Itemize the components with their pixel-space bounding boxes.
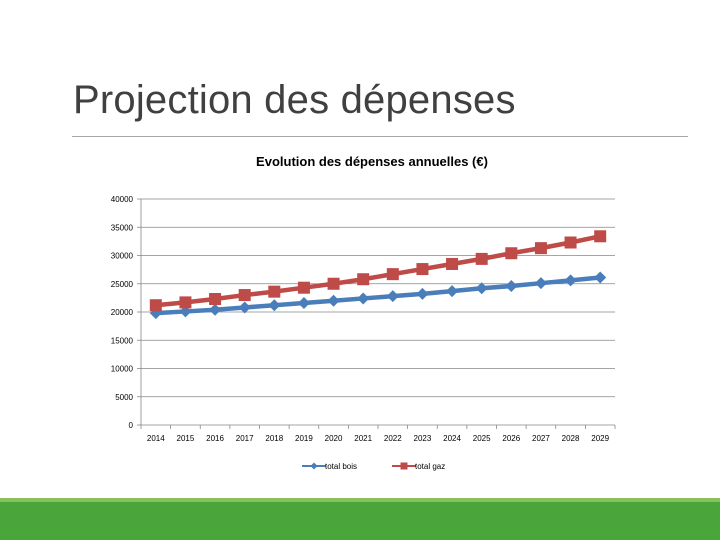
x-tick-label: 2029 — [591, 434, 609, 443]
data-point — [564, 236, 577, 249]
x-tick-label: 2023 — [414, 434, 432, 443]
data-point — [268, 285, 281, 298]
y-tick-label: 5000 — [115, 393, 133, 402]
data-point — [594, 230, 607, 243]
data-point — [594, 271, 607, 284]
y-tick-label: 20000 — [111, 308, 134, 317]
x-tick-label: 2026 — [502, 434, 520, 443]
data-point — [534, 277, 547, 290]
x-tick-label: 2021 — [354, 434, 372, 443]
data-point — [297, 281, 310, 294]
data-point — [446, 257, 459, 270]
data-point — [446, 285, 459, 298]
data-point — [297, 296, 310, 309]
x-tick-label: 2016 — [206, 434, 224, 443]
series-total-gaz — [149, 230, 607, 312]
x-tick-label: 2015 — [177, 434, 195, 443]
legend-label: total bois — [325, 462, 357, 471]
data-point — [327, 294, 340, 307]
x-tick-label: 2028 — [562, 434, 580, 443]
x-tick-label: 2027 — [532, 434, 550, 443]
y-tick-label: 30000 — [111, 252, 134, 261]
y-tick-label: 10000 — [111, 365, 134, 374]
legend-marker — [310, 462, 318, 470]
title-divider — [72, 136, 688, 137]
chart-title: Evolution des dépenses annuelles (€) — [256, 154, 488, 169]
data-point — [179, 305, 192, 318]
data-point — [209, 303, 222, 316]
data-point — [386, 268, 399, 281]
data-point — [416, 263, 429, 276]
x-tick-label: 2022 — [384, 434, 402, 443]
data-point — [534, 242, 547, 255]
series-line — [155, 275, 601, 316]
legend-label: total gaz — [415, 462, 445, 471]
y-tick-label: 25000 — [111, 280, 134, 289]
slide-title: Projection des dépenses — [73, 78, 516, 122]
y-tick-label: 15000 — [111, 336, 134, 345]
x-tick-label: 2018 — [265, 434, 283, 443]
x-tick-label: 2017 — [236, 434, 254, 443]
data-point — [357, 273, 370, 286]
legend-entry: total gaz — [392, 462, 445, 471]
data-point — [149, 299, 162, 312]
data-point — [238, 301, 251, 314]
x-tick-label: 2024 — [443, 434, 461, 443]
line-chart: Evolution des dépenses annuelles (€) 0 50… — [111, 154, 616, 471]
axis-layer: 0 5000 10000 15000 20000 25000 30000 35000 40000… — [111, 195, 616, 443]
series-layer — [149, 230, 607, 320]
data-point — [505, 247, 518, 260]
legend-marker — [400, 462, 408, 470]
y-tick-label: 35000 — [111, 223, 134, 232]
x-tick-label: 2019 — [295, 434, 313, 443]
data-point — [209, 293, 222, 306]
data-point — [179, 296, 192, 309]
y-tick-label: 40000 — [111, 195, 134, 204]
data-point — [386, 290, 399, 303]
data-point — [238, 289, 251, 302]
series-line — [155, 234, 601, 308]
data-point — [327, 277, 340, 290]
legend: total bois total gaz — [302, 462, 445, 471]
grid-layer — [141, 198, 615, 398]
y-tick-label: 0 — [129, 421, 134, 430]
data-point — [475, 252, 488, 265]
data-point — [357, 292, 370, 305]
data-point — [416, 287, 429, 300]
x-tick-label: 2014 — [147, 434, 165, 443]
x-tick-label: 2025 — [473, 434, 491, 443]
data-point — [475, 282, 488, 295]
footer-bar — [0, 498, 720, 540]
legend-entry: total bois — [302, 462, 357, 471]
data-point — [505, 280, 518, 293]
data-point — [268, 299, 281, 312]
x-tick-label: 2020 — [325, 434, 343, 443]
data-point — [564, 274, 577, 287]
footer-bar-highlight — [0, 498, 720, 502]
